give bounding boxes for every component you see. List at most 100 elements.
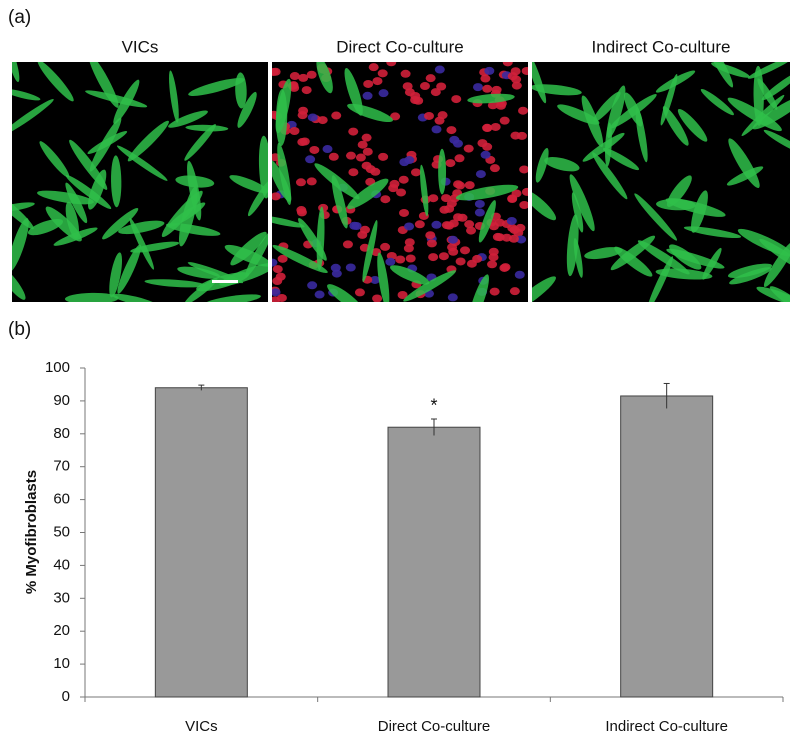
nucleus [345, 263, 356, 272]
nucleus [510, 67, 521, 76]
cell [763, 129, 790, 155]
cell [737, 228, 790, 257]
cell [185, 124, 229, 132]
cell [763, 240, 790, 288]
cell [757, 78, 778, 110]
cell [347, 103, 393, 123]
nucleus [348, 168, 359, 177]
nucleus [425, 231, 436, 240]
nucleus [275, 272, 286, 281]
nucleus [395, 255, 406, 264]
nucleus [516, 131, 527, 140]
cell [12, 266, 26, 300]
nucleus [447, 293, 458, 302]
nucleus [414, 220, 425, 229]
nucleus [295, 178, 306, 187]
cell [37, 62, 74, 102]
cell [314, 163, 360, 200]
nucleus [457, 213, 468, 222]
nucleus [482, 84, 493, 93]
cell [65, 174, 112, 210]
cell [27, 218, 64, 236]
nucleus [404, 156, 415, 165]
nucleus [507, 223, 518, 232]
nucleus [277, 254, 288, 263]
nucleus [445, 159, 456, 168]
bar [154, 387, 248, 698]
cell [177, 266, 221, 279]
y-tick-label: 80 [53, 425, 70, 442]
cell [347, 178, 389, 210]
cell [634, 193, 678, 241]
nucleus [436, 82, 447, 91]
nucleus [482, 142, 493, 151]
cell [204, 294, 261, 302]
cell [662, 106, 689, 146]
nucleus [354, 288, 365, 297]
nucleus [342, 240, 353, 249]
cell [258, 135, 268, 199]
nucleus [378, 152, 389, 161]
nucleus [453, 180, 464, 189]
x-tick-label: Direct Co-culture [378, 718, 491, 735]
nucleus [518, 106, 528, 115]
nucleus [297, 111, 308, 120]
nucleus [507, 195, 518, 204]
cell [88, 62, 119, 108]
nucleus [439, 205, 450, 214]
nucleus [431, 220, 442, 229]
nucleus [472, 254, 483, 263]
cell [610, 94, 657, 129]
nucleus [272, 192, 281, 201]
nucleus [297, 138, 308, 147]
nucleus [385, 257, 396, 266]
nucleus [388, 184, 399, 193]
cell [683, 226, 742, 239]
nucleus [306, 177, 317, 186]
cell [669, 244, 702, 270]
cell [756, 286, 790, 302]
cell [478, 200, 496, 243]
y-tick-label: 90 [53, 392, 70, 409]
cell [581, 95, 604, 148]
cells [532, 62, 790, 302]
nucleus [309, 145, 320, 154]
nucleus [500, 263, 511, 272]
cell [584, 247, 623, 260]
nucleus [372, 294, 383, 302]
nucleus [357, 230, 368, 239]
cell [275, 89, 288, 146]
nucleus [368, 63, 379, 72]
cell [614, 246, 653, 277]
cell [610, 235, 656, 271]
nucleus [322, 145, 333, 154]
cell [455, 184, 519, 201]
cell [129, 217, 154, 270]
scale-bar [212, 280, 238, 283]
nucleus [447, 235, 458, 244]
cell [362, 220, 378, 283]
cell [420, 164, 429, 217]
cell [532, 276, 556, 302]
cell [467, 93, 515, 104]
cell [166, 223, 221, 236]
nucleus [272, 67, 281, 76]
nucleus [397, 290, 408, 299]
nucleus [380, 195, 391, 204]
cell [64, 292, 119, 302]
nucleus [487, 101, 498, 110]
nucleus [475, 170, 486, 179]
cell [111, 293, 159, 302]
cell [637, 240, 690, 275]
cell [728, 263, 773, 278]
nucleus [306, 70, 317, 79]
cell [144, 279, 206, 288]
nucleus [494, 233, 505, 242]
cell [700, 88, 734, 116]
nucleus [276, 293, 287, 302]
nucleus [423, 111, 434, 120]
nucleus [272, 265, 283, 274]
cell [566, 214, 579, 277]
x-tick-label: VICs [185, 718, 218, 735]
cell [39, 141, 70, 178]
